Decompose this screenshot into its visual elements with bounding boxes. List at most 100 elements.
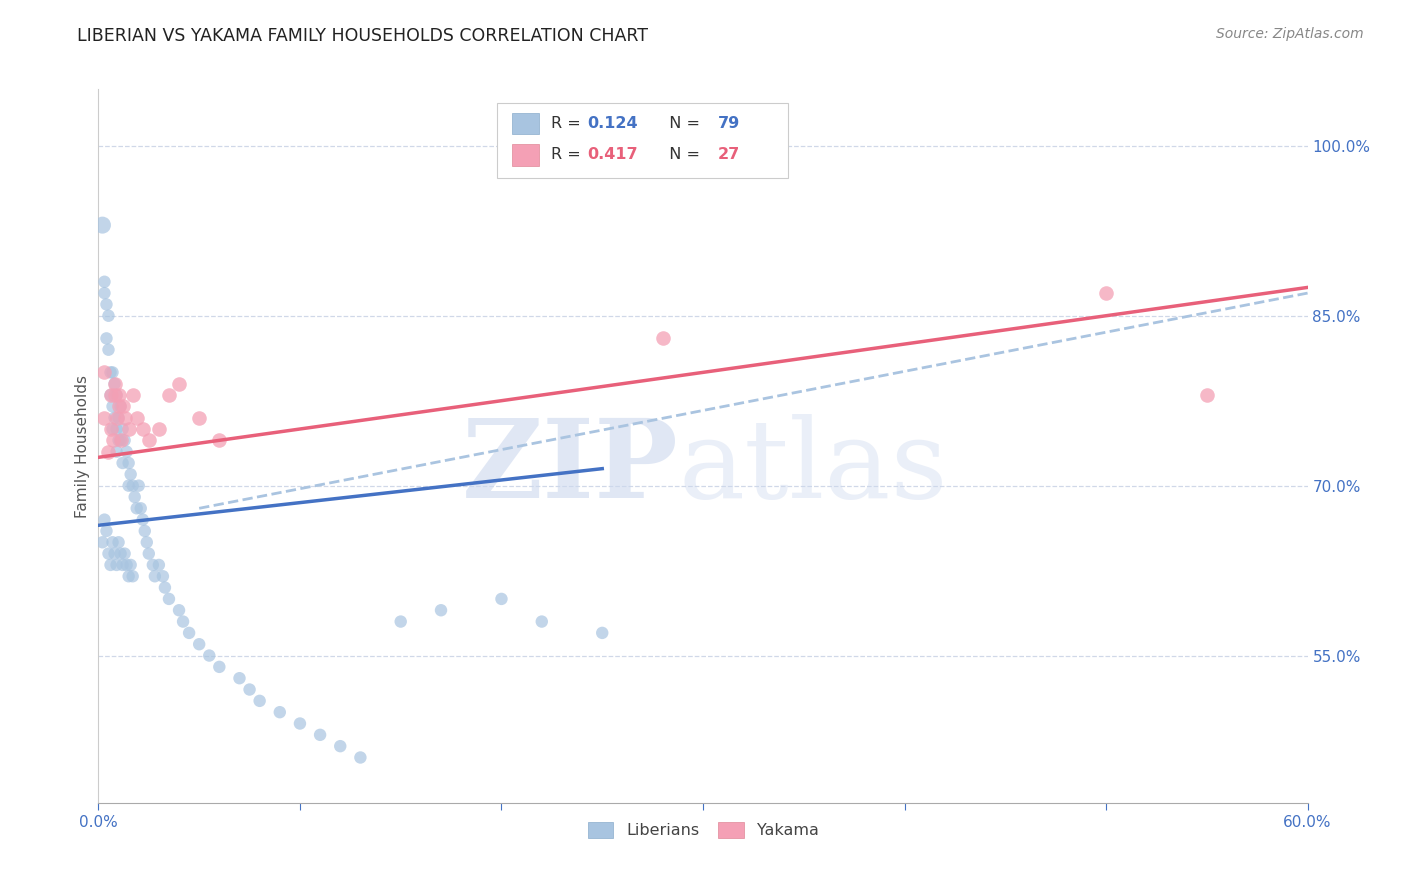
Point [124, 490, 146, 504]
Point [651, 331, 673, 345]
Point [105, 388, 128, 402]
Point [101, 400, 124, 414]
Text: LIBERIAN VS YAKAMA FAMILY HOUSEHOLDS CORRELATION CHART: LIBERIAN VS YAKAMA FAMILY HOUSEHOLDS COR… [77, 27, 648, 45]
Point [97, 444, 120, 458]
Point [198, 648, 221, 663]
Point [132, 513, 155, 527]
Point [107, 388, 129, 402]
Point [1195, 388, 1218, 402]
Point [157, 388, 180, 402]
Point [115, 558, 138, 572]
Text: ZIP: ZIP [463, 414, 679, 521]
Point [107, 535, 129, 549]
Point [148, 558, 170, 572]
Point [125, 501, 148, 516]
Point [228, 671, 250, 685]
Point [100, 558, 122, 572]
Point [105, 422, 128, 436]
Legend: Liberians, Yakama: Liberians, Yakama [581, 815, 825, 845]
Point [107, 434, 129, 448]
Point [111, 456, 134, 470]
Point [111, 558, 134, 572]
Point [239, 682, 262, 697]
Text: 79: 79 [717, 116, 740, 131]
Point [269, 705, 291, 719]
Point [93, 513, 115, 527]
Point [208, 434, 231, 448]
Point [110, 547, 132, 561]
Point [103, 376, 125, 391]
Point [115, 444, 138, 458]
Text: N =: N = [659, 147, 706, 162]
Point [103, 547, 125, 561]
Point [121, 388, 143, 402]
Point [103, 410, 125, 425]
FancyBboxPatch shape [498, 103, 787, 178]
Point [114, 547, 136, 561]
Point [188, 410, 211, 425]
Point [1095, 286, 1118, 301]
Y-axis label: Family Households: Family Households [75, 375, 90, 517]
Point [114, 410, 136, 425]
Point [110, 434, 132, 448]
Point [530, 615, 553, 629]
Point [491, 591, 513, 606]
Text: N =: N = [659, 116, 706, 131]
Point [129, 501, 152, 516]
Point [172, 615, 194, 629]
Point [100, 388, 122, 402]
Point [249, 694, 271, 708]
Point [120, 558, 142, 572]
Text: Source: ZipAtlas.com: Source: ZipAtlas.com [1216, 27, 1364, 41]
Text: R =: R = [551, 116, 585, 131]
Point [121, 569, 143, 583]
Point [118, 422, 141, 436]
Point [121, 478, 143, 492]
Point [105, 558, 128, 572]
Point [143, 569, 166, 583]
Point [120, 467, 142, 482]
Point [93, 286, 115, 301]
Bar [512, 145, 538, 166]
Point [329, 739, 352, 754]
Point [135, 535, 157, 549]
Point [105, 444, 128, 458]
Point [101, 535, 124, 549]
Point [118, 456, 141, 470]
Point [101, 365, 124, 379]
Point [430, 603, 453, 617]
Point [105, 410, 128, 425]
Point [591, 626, 613, 640]
Point [101, 422, 124, 436]
Point [309, 728, 332, 742]
Point [91, 535, 114, 549]
Point [349, 750, 371, 764]
Point [389, 615, 412, 629]
Point [101, 434, 124, 448]
Point [111, 400, 134, 414]
Point [188, 637, 211, 651]
Text: 0.124: 0.124 [586, 116, 637, 131]
Point [288, 716, 311, 731]
Text: R =: R = [551, 147, 585, 162]
Point [93, 275, 115, 289]
Point [103, 388, 125, 402]
Point [111, 422, 134, 436]
Text: atlas: atlas [679, 414, 949, 521]
Point [118, 569, 141, 583]
Point [148, 422, 170, 436]
Point [208, 660, 231, 674]
Point [138, 547, 160, 561]
Point [107, 410, 129, 425]
Point [107, 400, 129, 414]
Point [179, 626, 201, 640]
Point [100, 388, 122, 402]
Bar [512, 112, 538, 134]
Point [96, 297, 118, 311]
Point [134, 524, 156, 538]
Point [128, 478, 150, 492]
Point [132, 422, 155, 436]
Point [114, 434, 136, 448]
Text: 0.417: 0.417 [586, 147, 637, 162]
Point [167, 603, 190, 617]
